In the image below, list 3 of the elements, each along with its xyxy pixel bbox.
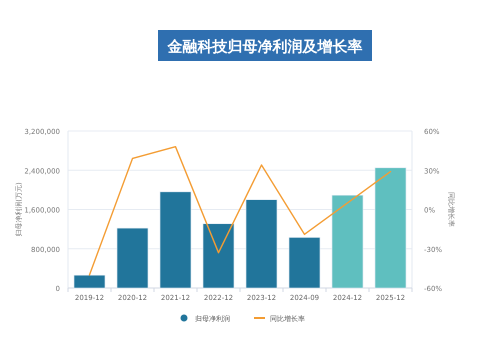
line-series (88, 146, 392, 276)
chart-title: 金融科技归母净利润及增长率 (166, 38, 362, 56)
bar (74, 274, 106, 288)
